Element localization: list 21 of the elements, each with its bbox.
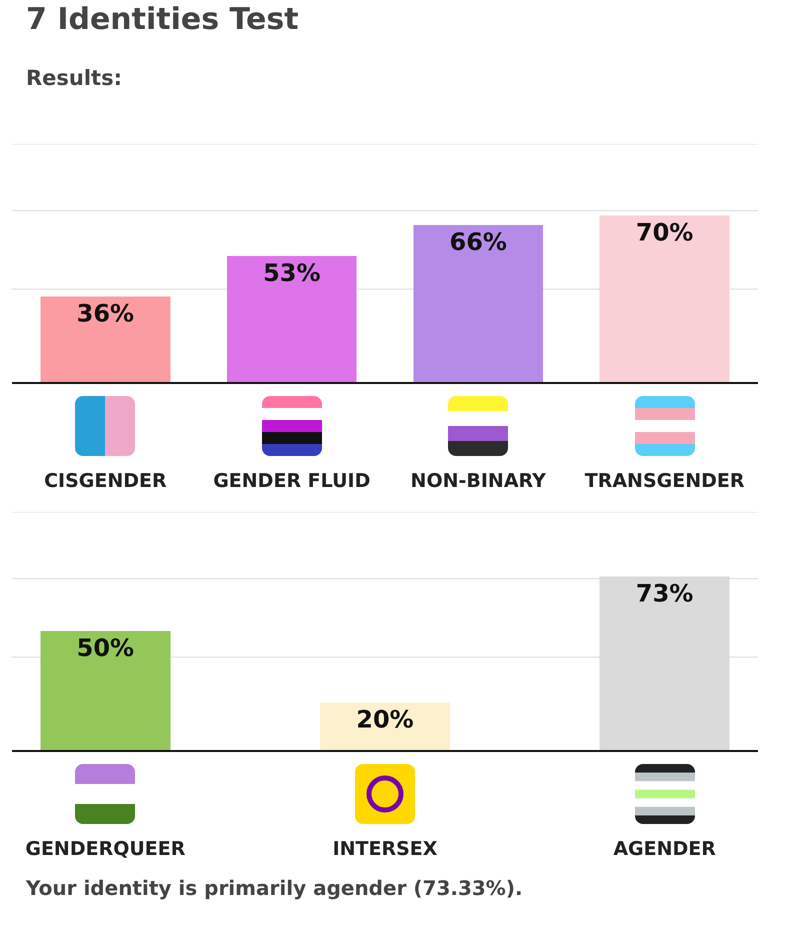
bar (413, 224, 544, 382)
x-tick-label: TRANSGENDER (584, 470, 745, 492)
data-label: 66% (449, 228, 507, 256)
data-label: 73% (636, 579, 694, 608)
data-label: 20% (356, 705, 414, 734)
data-label: 53% (263, 258, 321, 287)
data-label: 70% (636, 218, 694, 246)
bar (40, 296, 170, 382)
x-tick-label: AGENDER (613, 838, 716, 860)
chart-subtitle: Results: (25, 65, 123, 92)
x-tick-label: INTERSEX (332, 838, 438, 860)
data-label: 50% (76, 634, 134, 662)
bar (226, 256, 357, 382)
x-tick-label: GENDERQUEER (25, 838, 186, 860)
chart-title: 7 Identities Test (25, 1, 300, 39)
text: Your identity is primarily agender (73.33%). (25, 875, 524, 900)
x-tick-label: NON-BINARY (410, 470, 546, 492)
data-label: 36% (76, 299, 134, 328)
bar (600, 215, 730, 382)
x-tick-label: GENDER FLUID (213, 470, 370, 492)
x-tick-label: CISGENDER (44, 470, 168, 492)
